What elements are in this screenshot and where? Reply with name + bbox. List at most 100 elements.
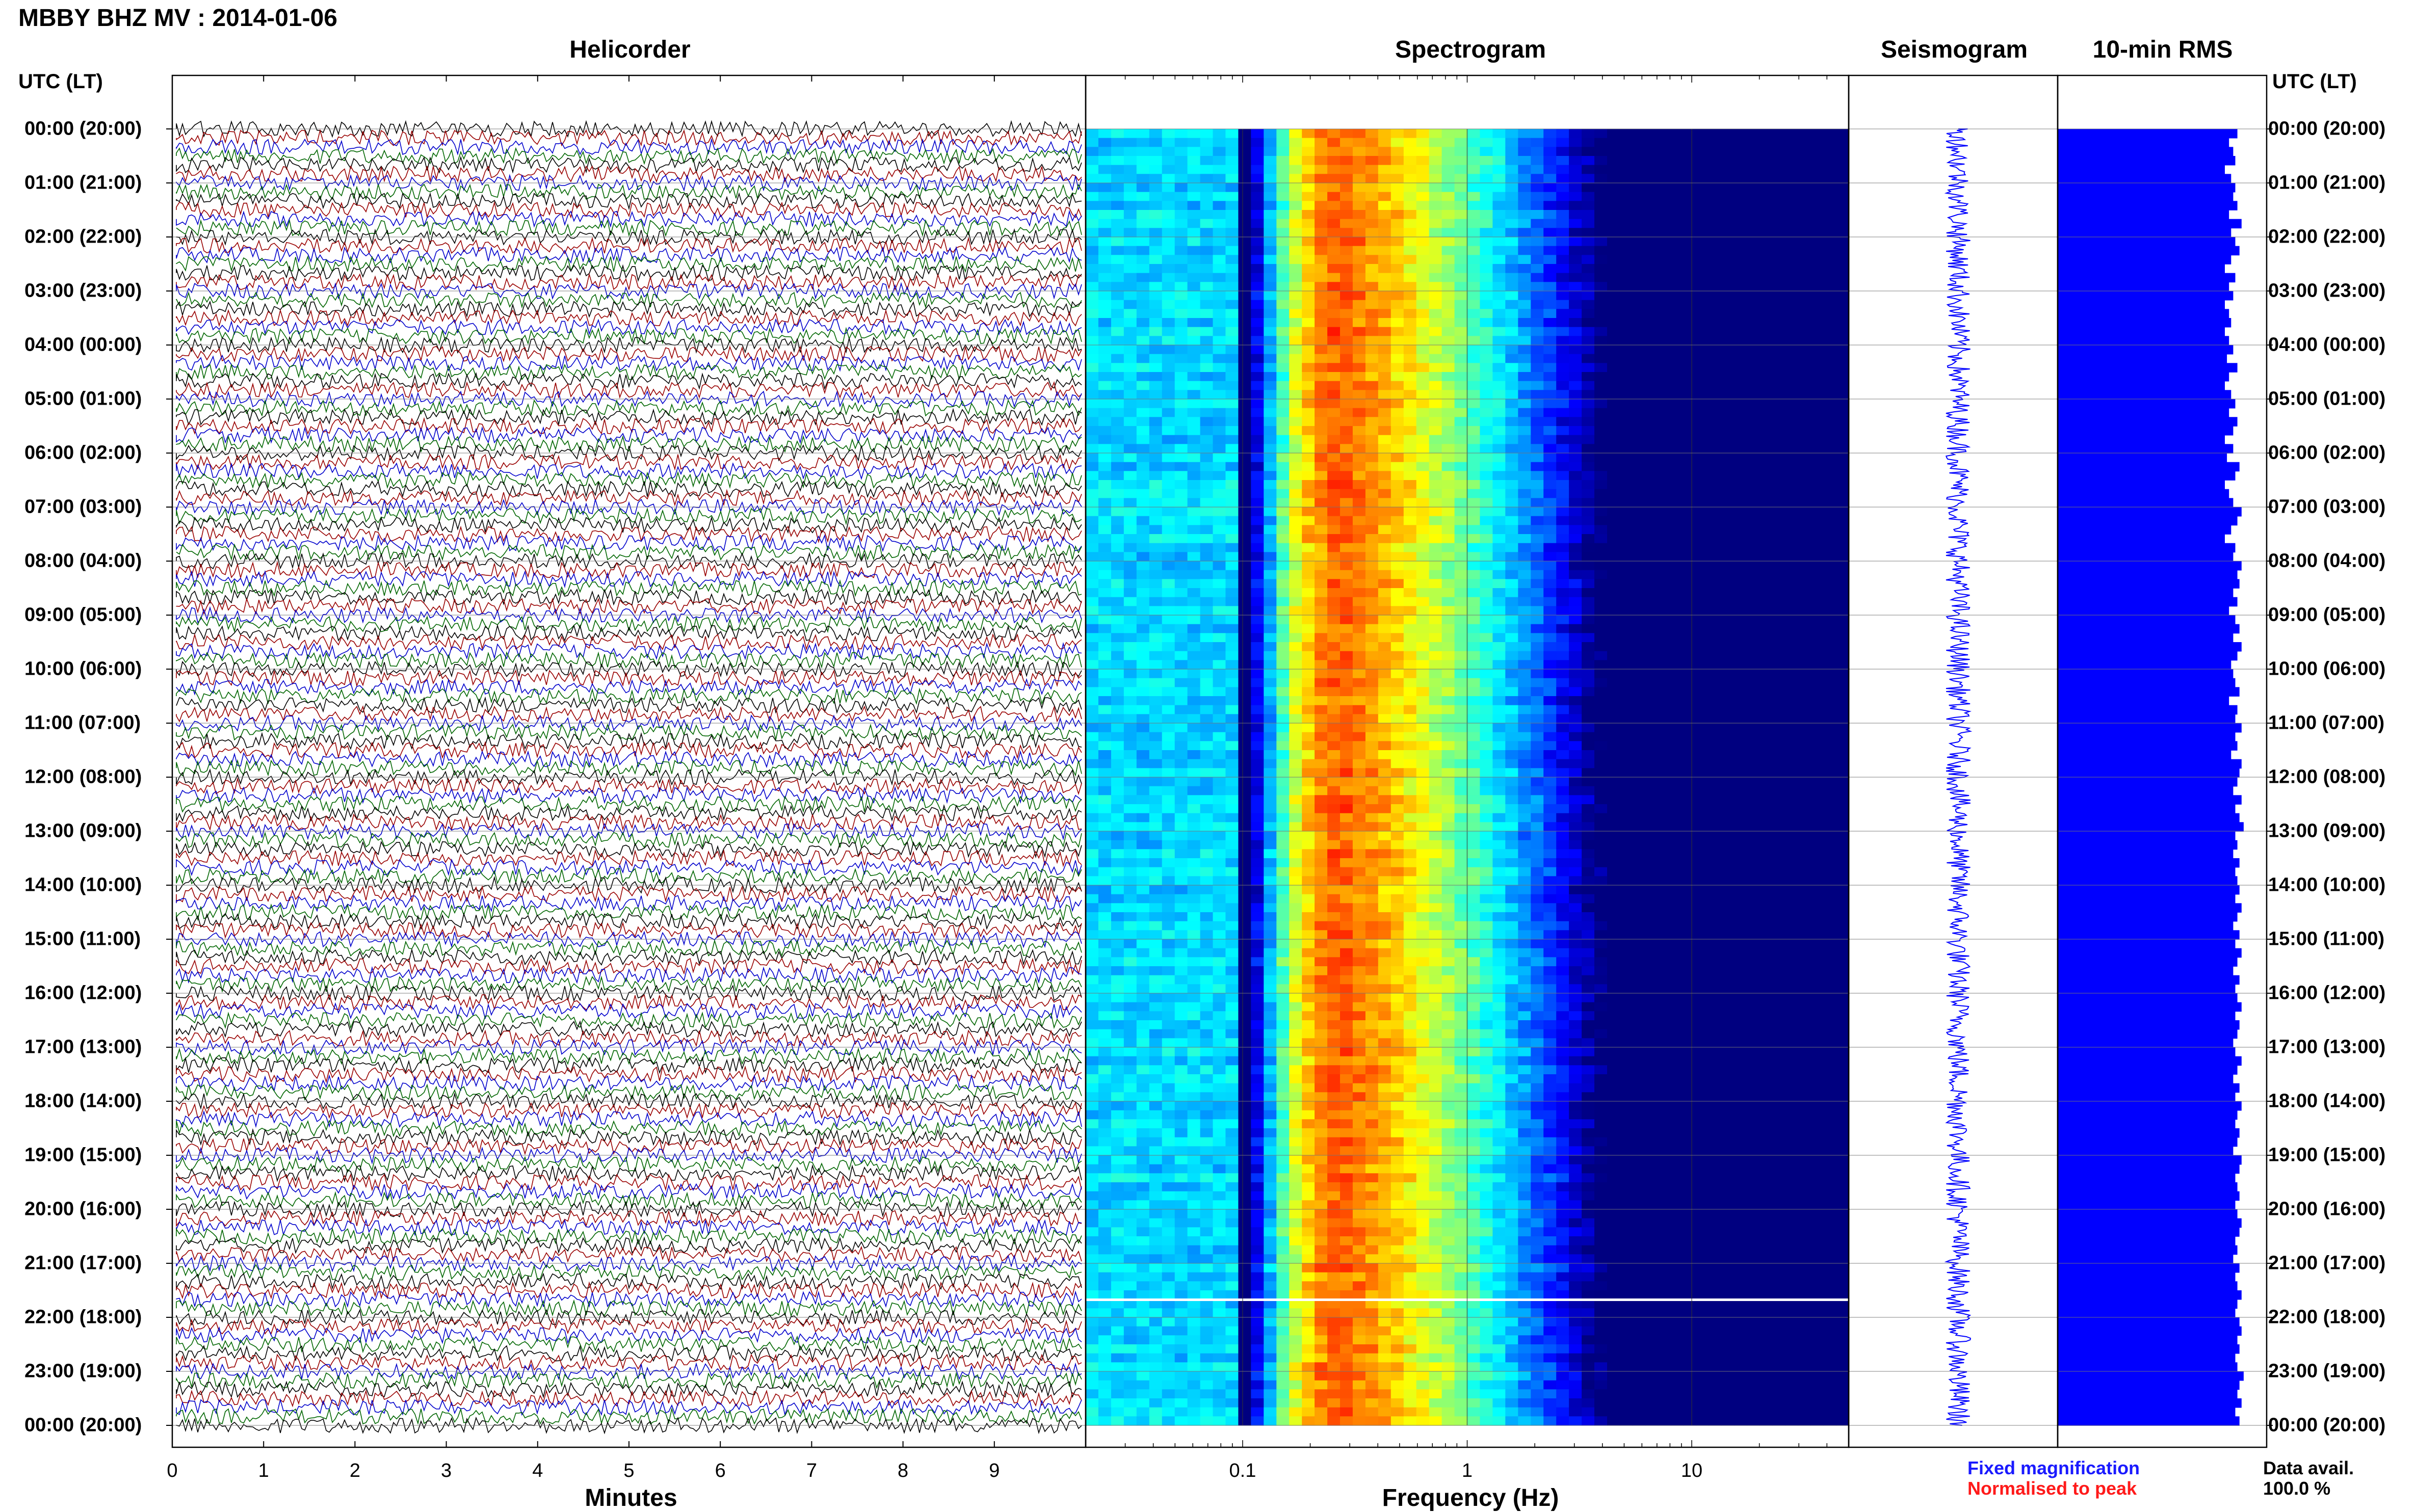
spectrogram-cell: [1098, 714, 1112, 724]
spectrogram-cell: [1798, 309, 1811, 319]
spectrogram-cell: [1518, 390, 1531, 400]
spectrogram-cell: [1823, 183, 1836, 193]
spectrogram-cell: [1390, 813, 1404, 823]
spectrogram-cell: [1340, 570, 1353, 579]
spectrogram-cell: [1111, 237, 1124, 247]
spectrogram-cell: [1492, 543, 1506, 552]
spectrogram-cell: [1632, 372, 1646, 382]
spectrogram-cell: [1823, 228, 1836, 237]
spectrogram-cell: [1619, 552, 1633, 562]
spectrogram-cell: [1531, 300, 1544, 309]
spectrogram-cell: [1365, 867, 1379, 877]
spectrogram-cell: [1352, 606, 1366, 616]
spectrogram-cell: [1213, 867, 1226, 877]
spectrogram-cell: [1238, 552, 1251, 562]
spectrogram-cell: [1276, 453, 1290, 463]
spectrogram-cell: [1315, 741, 1328, 751]
spectrogram-cell: [1619, 471, 1633, 481]
spectrogram-cell: [1658, 840, 1671, 850]
spectrogram-cell: [1760, 345, 1773, 355]
spectrogram-cell: [1734, 228, 1747, 237]
spectrogram-cell: [1403, 399, 1417, 409]
spectrogram-cell: [1302, 561, 1315, 571]
spectrogram-cell: [1467, 759, 1480, 768]
spectrogram-cell: [1582, 714, 1595, 724]
spectrogram-cell: [1569, 615, 1582, 625]
spectrogram-cell: [1352, 417, 1366, 427]
spectrogram-cell: [1492, 444, 1506, 454]
spectrogram-cell: [1454, 804, 1468, 814]
spectrogram-cell: [1187, 831, 1201, 841]
spectrogram-cell: [1213, 471, 1226, 481]
spectrogram-cell: [1772, 858, 1785, 868]
spectrogram-cell: [1123, 525, 1137, 535]
spectrogram-cell: [1531, 264, 1544, 274]
spectrogram-cell: [1251, 660, 1264, 670]
spectrogram-cell: [1772, 192, 1785, 201]
spectrogram-cell: [1582, 525, 1595, 535]
spectrogram-cell: [1174, 705, 1188, 714]
spectrogram-cell: [1378, 795, 1391, 805]
spectrogram-cell: [1098, 786, 1112, 795]
spectrogram-cell: [1683, 255, 1697, 264]
spectrogram-cell: [1340, 750, 1353, 760]
spectrogram-cell: [1582, 156, 1595, 166]
spectrogram-cell: [1798, 453, 1811, 463]
spectrogram-cell: [1213, 759, 1226, 768]
spectrogram-cell: [1480, 480, 1493, 490]
spectrogram-cell: [1607, 588, 1620, 598]
spectrogram-cell: [1569, 408, 1582, 417]
spectrogram-cell: [1683, 678, 1697, 687]
spectrogram-cell: [1569, 183, 1582, 193]
spectrogram-cell: [1670, 426, 1684, 436]
spectrogram-cell: [1836, 723, 1849, 733]
spectrogram-cell: [1747, 768, 1760, 778]
spectrogram-cell: [1531, 840, 1544, 850]
spectrogram-cell: [1619, 372, 1633, 382]
spectrogram-cell: [1454, 471, 1468, 481]
spectrogram-cell: [1441, 687, 1455, 697]
spectrogram-cell: [1696, 480, 1710, 490]
spectrogram-cell: [1238, 804, 1251, 814]
spectrogram-cell: [1276, 309, 1290, 319]
spectrogram-cell: [1607, 129, 1620, 139]
spectrogram-cell: [1200, 579, 1214, 589]
spectrogram-cell: [1441, 273, 1455, 282]
spectrogram-cell: [1467, 750, 1480, 760]
spectrogram-cell: [1658, 777, 1671, 787]
spectrogram-cell: [1632, 246, 1646, 255]
spectrogram-cell: [1518, 822, 1531, 832]
spectrogram-cell: [1441, 444, 1455, 454]
spectrogram-cell: [1365, 624, 1379, 633]
spectrogram-cell: [1696, 282, 1710, 291]
spectrogram-cell: [1264, 777, 1277, 787]
spectrogram-cell: [1429, 390, 1442, 400]
spectrogram-cell: [1238, 174, 1251, 183]
spectrogram-cell: [1365, 849, 1379, 859]
spectrogram-cell: [1658, 678, 1671, 687]
spectrogram-cell: [1162, 156, 1175, 166]
spectrogram-cell: [1200, 390, 1214, 400]
spectrogram-cell: [1607, 435, 1620, 444]
spectrogram-cell: [1696, 219, 1710, 228]
spectrogram-cell: [1340, 165, 1353, 174]
spectrogram-cell: [1340, 318, 1353, 328]
spectrogram-cell: [1760, 192, 1773, 201]
spectrogram-cell: [1403, 678, 1417, 687]
spectrogram-cell: [1086, 867, 1099, 877]
spectrogram-cell: [1696, 210, 1710, 220]
spectrogram-cell: [1569, 624, 1582, 633]
spectrogram-cell: [1785, 759, 1798, 768]
spectrogram-cell: [1683, 462, 1697, 471]
spectrogram-cell: [1505, 678, 1518, 687]
spectrogram-cell: [1302, 642, 1315, 652]
spectrogram-cell: [1365, 219, 1379, 228]
spectrogram-cell: [1556, 516, 1569, 525]
spectrogram-cell: [1187, 777, 1201, 787]
spectrogram-cell: [1136, 408, 1150, 417]
spectrogram-cell: [1594, 156, 1608, 166]
spectrogram-cell: [1187, 210, 1201, 220]
spectrogram-cell: [1569, 336, 1582, 346]
spectrogram-cell: [1556, 858, 1569, 868]
spectrogram-cell: [1480, 489, 1493, 498]
